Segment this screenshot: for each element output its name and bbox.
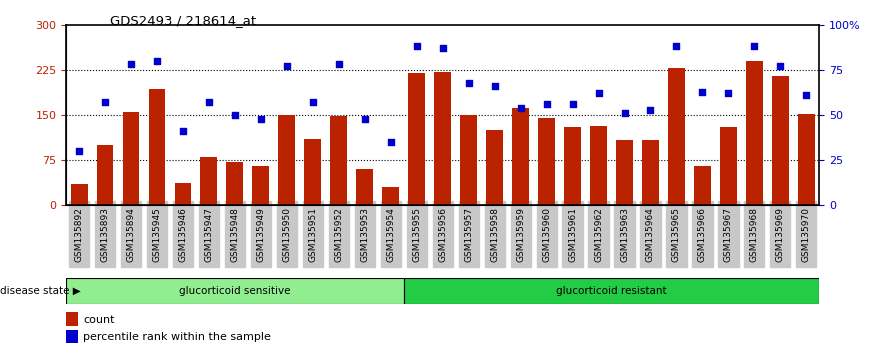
Point <box>72 148 86 154</box>
Point <box>410 44 424 49</box>
Point <box>435 45 449 51</box>
Bar <box>253 166 270 205</box>
Text: disease state ▶: disease state ▶ <box>0 286 81 296</box>
Bar <box>668 68 685 205</box>
Bar <box>538 118 555 205</box>
Bar <box>66 312 78 326</box>
Point <box>774 63 788 69</box>
Bar <box>486 130 503 205</box>
Bar <box>330 116 347 205</box>
Point <box>98 99 112 105</box>
Bar <box>356 169 374 205</box>
Bar <box>70 184 87 205</box>
Text: GDS2493 / 218614_at: GDS2493 / 218614_at <box>110 14 256 27</box>
Point <box>566 101 580 107</box>
Text: count: count <box>83 315 115 325</box>
FancyBboxPatch shape <box>403 278 819 304</box>
Point <box>695 89 709 95</box>
Bar <box>512 108 529 205</box>
Point <box>306 99 320 105</box>
Point <box>539 101 553 107</box>
Bar <box>616 140 633 205</box>
Point <box>591 91 605 96</box>
Bar <box>434 72 451 205</box>
Point <box>799 92 813 98</box>
Text: glucorticoid sensitive: glucorticoid sensitive <box>179 286 291 296</box>
Bar <box>122 112 139 205</box>
Point <box>358 116 372 121</box>
Point <box>332 62 346 67</box>
Bar <box>201 157 218 205</box>
Bar <box>382 187 399 205</box>
Bar <box>564 127 581 205</box>
Bar <box>97 145 114 205</box>
Point <box>747 44 761 49</box>
Point <box>487 83 501 89</box>
Bar <box>149 89 166 205</box>
Text: percentile rank within the sample: percentile rank within the sample <box>83 332 271 342</box>
Bar <box>694 166 711 205</box>
Point <box>384 139 398 145</box>
Bar <box>174 183 191 205</box>
Bar <box>746 61 763 205</box>
Point <box>280 63 294 69</box>
Bar <box>798 114 815 205</box>
Bar <box>66 330 78 343</box>
Bar <box>772 76 788 205</box>
Text: glucorticoid resistant: glucorticoid resistant <box>556 286 667 296</box>
Point <box>202 99 216 105</box>
Point <box>254 116 268 121</box>
Point <box>124 62 138 67</box>
Point <box>514 105 528 111</box>
Bar <box>305 139 322 205</box>
FancyBboxPatch shape <box>66 278 403 304</box>
Bar <box>408 73 426 205</box>
Bar <box>590 126 607 205</box>
Bar <box>642 140 659 205</box>
Bar <box>460 115 478 205</box>
Point <box>150 58 164 64</box>
Bar <box>278 115 295 205</box>
Point <box>228 112 242 118</box>
Point <box>643 107 657 113</box>
Point <box>462 80 476 85</box>
Bar <box>720 127 737 205</box>
Point <box>722 91 736 96</box>
Point <box>176 129 190 134</box>
Point <box>618 110 632 116</box>
Bar <box>226 162 243 205</box>
Point <box>670 44 684 49</box>
